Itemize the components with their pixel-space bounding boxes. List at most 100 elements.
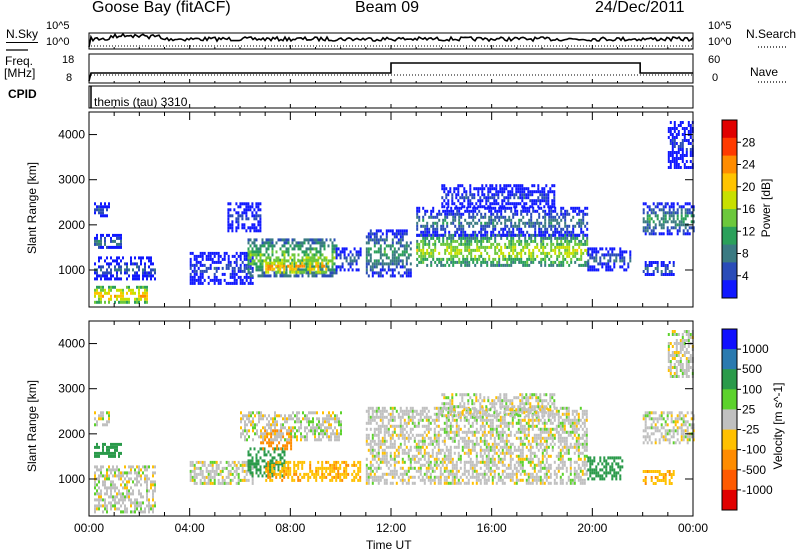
power-cell: [458, 206, 461, 210]
power-cell: [533, 190, 536, 194]
velocity-cell: [281, 469, 284, 473]
power-cell: [426, 209, 429, 213]
velocity-cell: [391, 406, 394, 410]
velocity-cell: [377, 481, 380, 485]
power-cell: [446, 215, 449, 219]
velocity-cell: [248, 417, 250, 421]
velocity-cell: [254, 426, 256, 430]
velocity-cell: [227, 460, 230, 464]
power-cell: [462, 257, 465, 261]
velocity-cell: [126, 471, 128, 475]
power-cell: [480, 221, 483, 225]
power-cell: [235, 229, 238, 233]
freq-unit: [MHz]: [4, 66, 36, 80]
power-cell: [251, 226, 254, 230]
power-cell: [684, 232, 687, 236]
power-cell: [683, 139, 686, 142]
velocity-cell: [435, 454, 438, 458]
power-cell: [480, 233, 483, 237]
velocity-cell: [285, 469, 288, 473]
power-cell: [255, 250, 258, 254]
power-cell: [311, 238, 314, 242]
power-cell: [572, 233, 575, 237]
velocity-cell: [329, 469, 332, 473]
velocity-cell: [463, 442, 466, 446]
velocity-cell: [104, 504, 106, 508]
power-cell: [438, 236, 441, 240]
power-cell: [144, 265, 146, 269]
power-cell: [122, 256, 124, 260]
power-cell: [668, 270, 671, 273]
power-cell: [428, 242, 431, 246]
velocity-cell: [266, 435, 269, 439]
power-cell: [309, 238, 312, 242]
power-cell: [327, 259, 330, 263]
power-cell: [257, 208, 260, 212]
power-cell: [416, 251, 419, 255]
velocity-cell: [233, 475, 236, 479]
power-cell: [446, 236, 449, 240]
power-cell: [464, 242, 467, 246]
power-cell: [213, 254, 216, 258]
power-cell: [132, 277, 134, 281]
power-cell: [658, 202, 661, 206]
power-cell: [209, 263, 212, 267]
power-cell: [675, 133, 678, 136]
velocity-cell: [237, 478, 240, 482]
velocity-cell: [439, 472, 442, 476]
velocity-cell: [112, 442, 114, 446]
power-cell: [257, 202, 260, 206]
velocity-cell: [369, 466, 372, 470]
power-cell: [543, 205, 546, 209]
velocity-cell: [338, 432, 340, 436]
power-cell: [662, 261, 665, 264]
power-cell: [227, 217, 230, 221]
power-cell: [249, 256, 252, 260]
power-cell: [480, 227, 483, 231]
power-cell: [197, 260, 200, 264]
power-cell: [442, 233, 445, 237]
velocity-cell: [253, 447, 256, 451]
power-cell: [150, 259, 152, 263]
power-cell: [544, 230, 547, 234]
power-cell: [490, 260, 493, 264]
power-cell: [407, 253, 410, 257]
velocity-cell: [326, 435, 328, 439]
velocity-cell: [365, 421, 368, 425]
velocity-cell: [451, 430, 454, 434]
velocity-cell: [128, 465, 130, 469]
power-cell: [253, 208, 256, 212]
velocity-cell: [142, 501, 144, 505]
velocity-cell: [443, 451, 446, 455]
power-cell: [496, 221, 499, 225]
velocity-cell: [449, 448, 452, 452]
velocity-cell: [201, 472, 204, 476]
power-cell: [619, 253, 622, 257]
velocity-cell: [285, 472, 288, 476]
power-cell: [193, 269, 196, 273]
power-cell: [672, 273, 675, 276]
power-cell: [460, 239, 463, 243]
power-cell: [251, 250, 254, 254]
velocity-cell: [445, 445, 448, 449]
power-cell: [281, 238, 284, 242]
power-cell: [510, 224, 513, 228]
velocity-cell: [290, 432, 292, 436]
power-cell: [539, 190, 542, 194]
velocity-cell: [293, 469, 296, 473]
velocity-cell: [191, 463, 194, 467]
power-cell: [686, 208, 689, 212]
power-cell: [554, 251, 557, 255]
velocity-cell: [457, 442, 460, 446]
velocity-cell: [423, 415, 426, 419]
power-cell: [325, 238, 328, 242]
velocity-cell: [401, 460, 404, 464]
power-cell: [283, 256, 286, 260]
power-cell: [540, 233, 543, 237]
power-cell: [347, 262, 350, 266]
velocity-cell: [274, 423, 276, 427]
velocity-cell: [455, 466, 458, 470]
velocity-cell: [106, 468, 108, 472]
power-cell: [359, 253, 362, 257]
power-cell: [601, 262, 604, 266]
